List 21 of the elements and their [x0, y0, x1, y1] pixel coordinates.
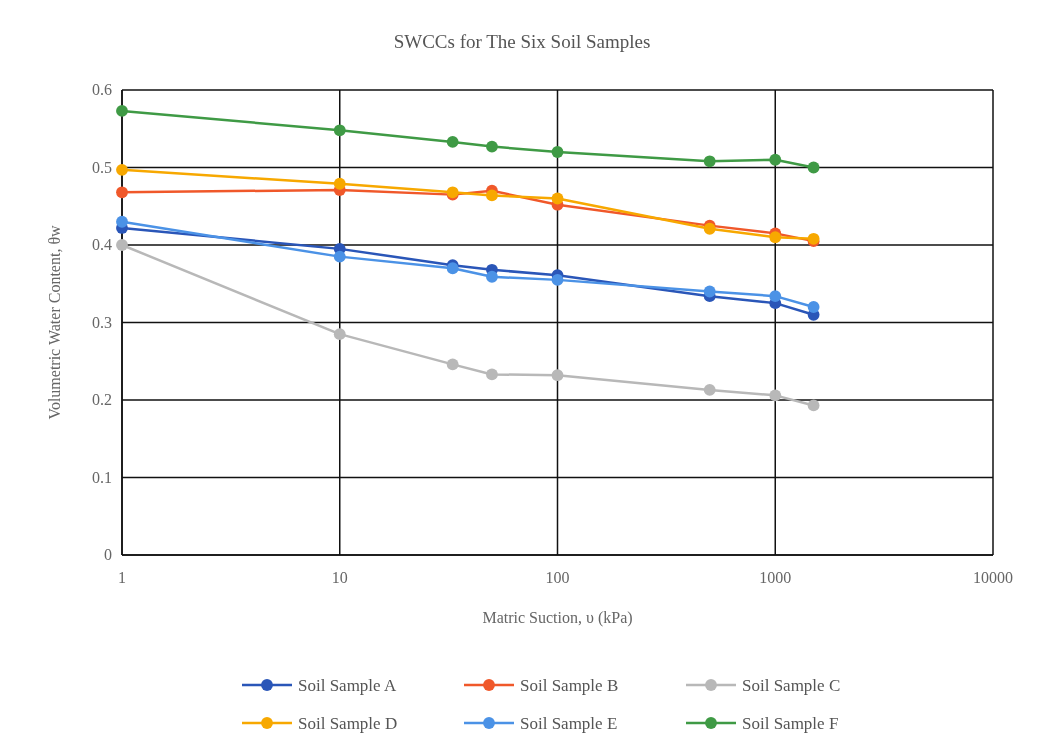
chart-title: SWCCs for The Six Soil Samples	[393, 31, 651, 52]
legend-label: Soil Sample E	[520, 714, 618, 733]
x-tick-label: 1000	[759, 569, 792, 586]
x-tick-label: 100	[545, 569, 570, 586]
x-axis-title: Matric Suction, υ (kPa)	[482, 609, 633, 627]
y-tick-label: 0.1	[92, 468, 112, 486]
x-tick-label: 10000	[973, 569, 1013, 586]
legend-label: Soil Sample B	[520, 676, 619, 695]
y-tick-label: 0.5	[92, 158, 112, 176]
y-axis-title: Volumetric Water Content, θw	[46, 224, 63, 420]
x-tick-label: 10	[331, 569, 348, 586]
y-tick-label: 0	[104, 546, 112, 563]
x-tick-label: 1	[118, 569, 126, 586]
legend-label: Soil Sample C	[742, 676, 841, 695]
legend-label: Soil Sample A	[298, 676, 397, 695]
legend-label: Soil Sample D	[298, 714, 398, 733]
y-tick-label: 0.2	[92, 391, 112, 408]
y-tick-label: 0.4	[92, 236, 112, 253]
legend-label: Soil Sample F	[742, 714, 839, 733]
y-tick-label: 0.3	[92, 313, 112, 331]
y-tick-label: 0.6	[92, 81, 112, 98]
